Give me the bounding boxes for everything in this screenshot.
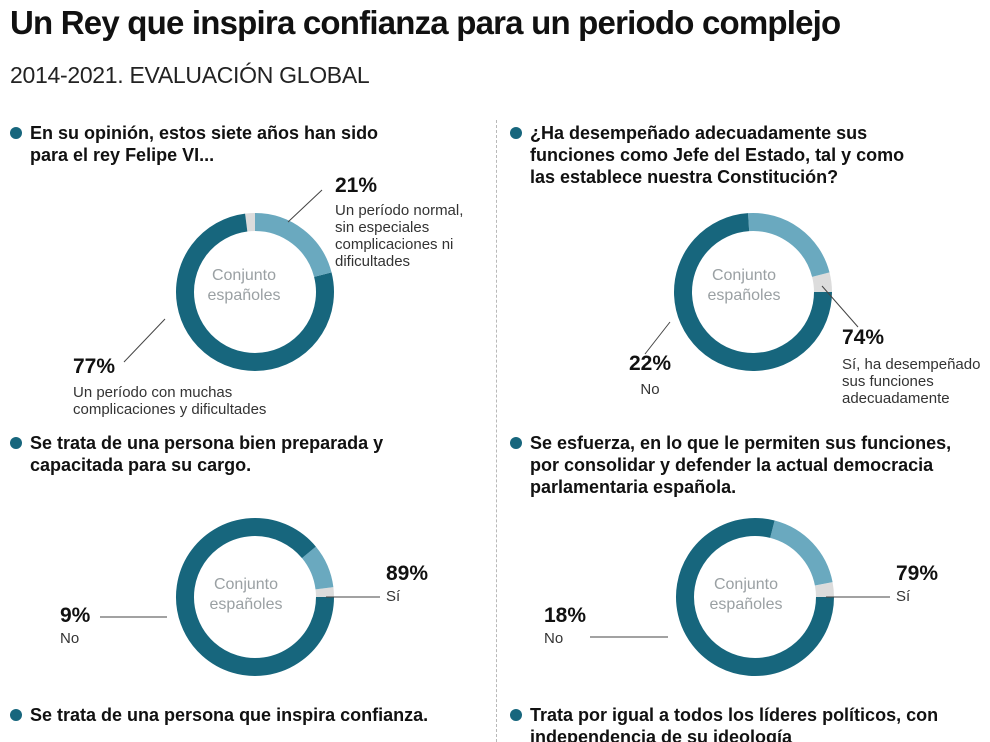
slice-description: Sí, ha desempeñado sus funciones adecuad… [842,356,981,407]
slice-label-22: 22% No [620,352,680,398]
donut-slice-79 [676,518,834,676]
panel-confianza: Se trata de una persona que inspira conf… [10,704,490,742]
slice-description: Sí [896,588,911,605]
donut-slice-77 [176,213,334,371]
chart-subtitle: 2014-2021. EVALUACIÓN GLOBAL [10,62,370,88]
leader-line-22 [644,321,671,355]
leader-line-74 [821,285,859,328]
slice-description: No [60,630,80,647]
slice-percent: 22% [628,352,672,375]
panel-preparada: Se trata de una persona bien preparada y… [10,432,490,697]
donut-chart [123,189,334,371]
question-text: Se esfuerza, en lo que le permiten sus f… [530,433,952,497]
question-text: ¿Ha desempeñado adecuadamente sus funcio… [530,123,905,187]
slice-description: Sí [386,588,401,605]
panel-democracia: Se esfuerza, en lo que le permiten sus f… [510,432,990,697]
center-label: Conjunto españoles [209,576,283,613]
donut-slice-ns [315,587,334,598]
bullet-icon [510,127,522,139]
leader-line-21 [287,189,323,223]
center-label: Conjunto españoles [709,576,783,613]
donut-slice-22 [748,213,830,278]
bullet-icon [10,127,22,139]
leader-line-77 [123,318,166,363]
column-divider [496,120,497,742]
slice-percent: 89% [386,562,429,585]
slice-label-18: 18% No [544,604,604,647]
slice-label-79: 79% Sí [896,562,966,605]
question-text: Se trata de una persona bien preparada y… [30,433,384,475]
question-text: Se trata de una persona que inspira conf… [30,705,429,725]
slice-label-21: 21% Un período normal, sin especiales co… [335,174,485,270]
slice-label-77: 77% Un período con muchas complicaciones… [73,355,303,418]
donut-chart [644,213,859,371]
bullet-icon [510,437,522,449]
donut-slice-74 [674,213,832,371]
donut-chart [100,518,380,676]
center-label: Conjunto españoles [207,267,281,304]
slice-label-74: 74% Sí, ha desempeñado sus funciones ade… [842,326,987,407]
slice-percent: 77% [73,355,116,378]
panel-lideres: Trata por igual a todos los líderes polí… [510,704,990,742]
slice-description: No [544,630,564,647]
slice-description: No [640,381,660,398]
donut-slice-ns [812,272,832,293]
center-label: Conjunto españoles [707,267,781,304]
donut-slice-ns [245,213,256,232]
slice-description: Un período normal, sin especiales compli… [335,202,464,270]
slice-description: Un período con muchas complicaciones y d… [73,384,267,418]
panel-periodo: En su opinión, estos siete años han sido… [10,122,490,422]
donut-slice-9 [301,546,334,590]
slice-percent: 9% [60,604,91,627]
chart-title: Un Rey que inspira confianza para un per… [10,4,841,41]
bullet-icon [10,709,22,721]
bullet-icon [10,437,22,449]
slice-percent: 74% [842,326,885,349]
slice-label-9: 9% No [60,604,120,647]
panel-jefe-estado: ¿Ha desempeñado adecuadamente sus funcio… [510,122,990,422]
slice-label-89: 89% Sí [386,562,456,605]
donut-slice-89 [176,518,334,676]
donut-slice-21 [254,213,332,278]
slice-percent: 18% [544,604,587,627]
donut-slice-ns [814,582,834,598]
bullet-icon [510,709,522,721]
slice-percent: 79% [896,562,939,585]
donut-slice-18 [769,520,833,586]
donut-chart [590,518,890,676]
slice-percent: 21% [335,174,378,197]
question-text: En su opinión, estos siete años han sido… [30,123,379,165]
question-text: Trata por igual a todos los líderes polí… [530,705,939,742]
